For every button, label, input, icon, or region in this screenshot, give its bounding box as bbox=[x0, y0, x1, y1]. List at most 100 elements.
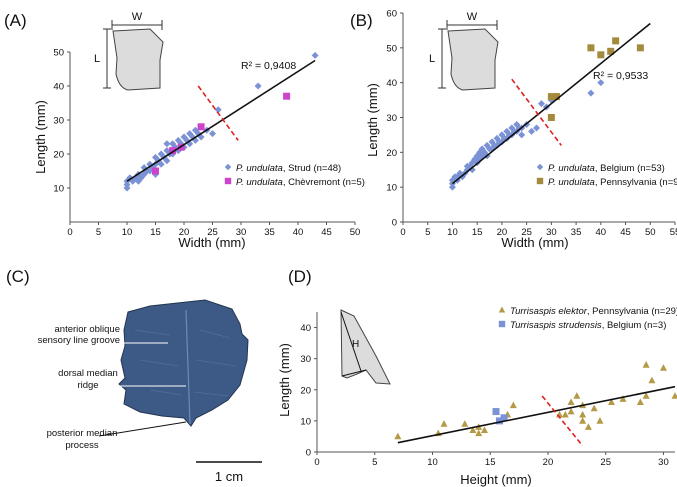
data-point-d-s0 bbox=[648, 376, 656, 384]
label-sensory-line-groove: sensory line groove bbox=[38, 335, 120, 346]
data-point-d-s0 bbox=[642, 392, 650, 399]
width-letter-a: W bbox=[132, 11, 143, 23]
data-point-d-s0 bbox=[671, 392, 677, 399]
data-point-a-s0 bbox=[311, 51, 319, 59]
data-point-d-s0 bbox=[590, 404, 598, 412]
legend-marker-a-s1 bbox=[224, 177, 232, 185]
x-tick-label-b: 20 bbox=[497, 227, 508, 238]
y-tick-label-a: 50 bbox=[53, 48, 64, 59]
y-axis-label-d: Length (mm) bbox=[277, 343, 292, 417]
x-tick-label-a: 10 bbox=[122, 227, 133, 238]
legend-marker-b-s0 bbox=[536, 163, 544, 171]
legend-marker-d-s0 bbox=[498, 306, 506, 313]
data-point-d-s0 bbox=[469, 426, 477, 434]
x-tick-label-a: 0 bbox=[67, 227, 72, 238]
data-point-b-s0 bbox=[597, 79, 605, 87]
y-tick-label-a: 10 bbox=[53, 184, 64, 195]
x-tick-label-b: 5 bbox=[425, 227, 430, 238]
legend-label-b-s0: P. undulata, Belgium (n=53) bbox=[548, 163, 665, 174]
legend-label-a-s1: P. undulata, Chèvremont (n=5) bbox=[236, 177, 365, 188]
panel-label-d: (D) bbox=[288, 267, 312, 286]
data-point-d-s0 bbox=[394, 432, 402, 440]
panel-label-b: (B) bbox=[350, 11, 373, 30]
y-tick-label-b: 50 bbox=[386, 43, 397, 54]
threshold-line-b bbox=[511, 78, 562, 146]
data-point-b-s0 bbox=[518, 131, 526, 139]
chart-d: 0 5 10 15 20 25 30 0 10 20 30 40 Height (mm) Length (… bbox=[277, 306, 677, 487]
y-axis-label-b: Length (mm) bbox=[365, 83, 380, 157]
legend-label-a-s0: P. undulata, Strud (n=48) bbox=[236, 163, 341, 174]
x-tick-label-b: 15 bbox=[472, 227, 483, 238]
r-squared-label-a: R² = 0,9408 bbox=[241, 60, 296, 72]
y-tick-label-b: 20 bbox=[386, 148, 397, 159]
data-point-a-s1 bbox=[283, 92, 291, 100]
data-point-d-s0 bbox=[567, 407, 575, 415]
x-tick-label-b: 40 bbox=[596, 227, 607, 238]
plate-outline-inset-b: W L bbox=[429, 11, 499, 91]
threshold-line-a bbox=[197, 85, 239, 141]
x-tick-label-d: 5 bbox=[372, 457, 377, 468]
x-tick-label-b: 10 bbox=[447, 227, 458, 238]
scale-bar-label: 1 cm bbox=[215, 469, 243, 484]
legend-label-b-s1: P. undulata, Pennsylvania (n=9) bbox=[548, 177, 677, 188]
x-tick-label-b: 35 bbox=[571, 227, 582, 238]
length-letter-a: L bbox=[94, 53, 100, 65]
y-tick-label-b: 0 bbox=[392, 218, 397, 229]
legend-marker-a-s0 bbox=[224, 163, 232, 171]
y-tick-label-b: 30 bbox=[386, 113, 397, 124]
data-point-d-s0 bbox=[461, 420, 469, 427]
plate-outline-inset-a: W L bbox=[94, 11, 164, 91]
data-point-d-s0 bbox=[475, 429, 483, 437]
data-point-d-s1 bbox=[495, 417, 503, 425]
x-axis-label-d: Height (mm) bbox=[460, 472, 532, 487]
label-anterior-oblique: anterior oblique bbox=[55, 324, 121, 335]
data-point-d-s0 bbox=[619, 395, 627, 402]
data-point-b-s1 bbox=[597, 51, 605, 59]
x-tick-label-a: 35 bbox=[264, 227, 275, 238]
panel-label-a: (A) bbox=[4, 11, 27, 30]
x-tick-label-d: 25 bbox=[600, 457, 611, 468]
x-tick-label-b: 45 bbox=[620, 227, 631, 238]
x-tick-label-a: 50 bbox=[350, 227, 361, 238]
x-axis-label-a: Width (mm) bbox=[178, 235, 245, 250]
data-point-b-s0 bbox=[587, 89, 595, 97]
plate-photo: anterior oblique sensory line groove dor… bbox=[38, 299, 262, 484]
x-tick-label-b: 55 bbox=[670, 227, 677, 238]
data-point-d-s1 bbox=[492, 408, 500, 416]
x-tick-label-a: 40 bbox=[293, 227, 304, 238]
data-point-d-s0 bbox=[579, 410, 587, 418]
data-point-d-s0 bbox=[607, 398, 615, 406]
data-point-b-s0 bbox=[468, 166, 476, 174]
x-tick-label-a: 45 bbox=[321, 227, 332, 238]
y-tick-label-d: 30 bbox=[300, 354, 311, 365]
data-point-b-s0 bbox=[537, 100, 545, 108]
legend-marker-d-s1 bbox=[498, 320, 506, 328]
data-point-b-s0 bbox=[528, 127, 536, 135]
label-posterior-median: posterior median bbox=[47, 428, 118, 439]
data-point-d-s0 bbox=[509, 401, 517, 409]
y-tick-label-b: 40 bbox=[386, 78, 397, 89]
data-point-b-s1 bbox=[547, 93, 555, 101]
r-squared-label-b: R² = 0,9533 bbox=[593, 70, 648, 82]
data-point-b-s1 bbox=[612, 37, 620, 45]
data-point-b-s0 bbox=[533, 124, 541, 132]
y-tick-label-a: 40 bbox=[53, 82, 64, 93]
y-tick-label-a: 30 bbox=[53, 116, 64, 127]
y-tick-label-b: 60 bbox=[386, 9, 397, 20]
y-tick-label-b: 10 bbox=[386, 183, 397, 194]
data-point-a-s0 bbox=[214, 106, 222, 114]
label-ridge: ridge bbox=[77, 380, 98, 391]
x-tick-label-d: 20 bbox=[543, 457, 554, 468]
x-tick-label-d: 15 bbox=[485, 457, 496, 468]
x-tick-label-a: 30 bbox=[236, 227, 247, 238]
data-point-a-s1 bbox=[169, 147, 177, 155]
data-point-d-s0 bbox=[440, 420, 448, 427]
x-tick-label-a: 15 bbox=[150, 227, 161, 238]
data-point-d-s0 bbox=[480, 426, 488, 434]
length-letter-b: L bbox=[429, 53, 435, 65]
data-point-d-s0 bbox=[642, 361, 650, 368]
legend-label-d-s0: Turrisaspis elektor, Pennsylvania (n=29) bbox=[510, 306, 677, 317]
data-point-d-s0 bbox=[659, 364, 667, 371]
x-tick-label-a: 20 bbox=[179, 227, 190, 238]
